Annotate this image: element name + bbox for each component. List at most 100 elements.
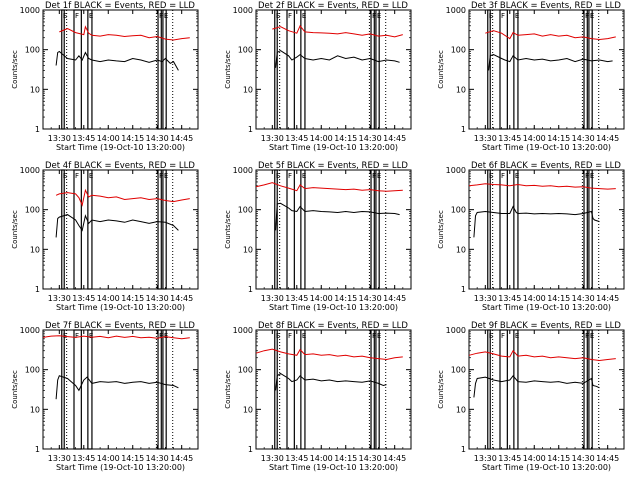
flag-box bbox=[157, 329, 162, 450]
flag-box bbox=[513, 329, 519, 450]
chart-title: Det 1f BLACK = Events, RED = LLD bbox=[45, 1, 195, 11]
flag-box bbox=[300, 9, 306, 130]
flag-label: F bbox=[585, 332, 589, 340]
x-tick-label: 14:30 bbox=[572, 134, 595, 143]
y-tick-label: 100 bbox=[25, 206, 40, 215]
lld-series-line bbox=[485, 30, 616, 41]
x-tick-label: 14:15 bbox=[334, 294, 357, 303]
y-tick-label: 1 bbox=[248, 445, 253, 454]
chart-panel: Det 5f BLACK = Events, RED = LLD 1 10 100 10… bbox=[224, 161, 412, 312]
flag-label: E bbox=[377, 332, 381, 340]
flag-label: E bbox=[515, 12, 519, 20]
flag-box bbox=[73, 9, 82, 130]
chart-title: Det 7f BLACK = Events, RED = LLD bbox=[45, 321, 195, 331]
y-tick-label: 10 bbox=[30, 245, 40, 254]
y-tick-label: 10 bbox=[243, 85, 253, 94]
flag-box bbox=[300, 169, 306, 290]
chart-title: Det 8f BLACK = Events, RED = LLD bbox=[258, 321, 408, 331]
x-axis-label: Start Time (19-Oct-10 13:20:00) bbox=[482, 303, 611, 312]
flag-label: F bbox=[501, 12, 505, 20]
x-tick-label: 14:45 bbox=[596, 454, 619, 463]
x-tick-label: 13:45 bbox=[285, 454, 308, 463]
flag-label: E bbox=[590, 172, 594, 180]
y-tick-label: 10 bbox=[456, 405, 466, 414]
events-series-line bbox=[55, 50, 179, 71]
flag-label: F bbox=[288, 332, 292, 340]
flag-label: E bbox=[302, 332, 306, 340]
y-tick-label: 10 bbox=[243, 245, 253, 254]
flag-box bbox=[157, 169, 162, 290]
flag-label: E bbox=[63, 172, 67, 180]
flag-box bbox=[274, 329, 278, 450]
flag-label: E bbox=[489, 12, 493, 20]
chart-panel: Det 6f BLACK = Events, RED = LLD 1 10 100 10… bbox=[437, 161, 625, 312]
x-tick-label: 13:45 bbox=[498, 294, 521, 303]
y-tick-label: 100 bbox=[451, 366, 466, 375]
chart-panel: Det 4f BLACK = Events, RED = LLD 1 10 100 10… bbox=[11, 161, 199, 312]
y-tick-label: 1 bbox=[461, 445, 466, 454]
flag-box bbox=[61, 9, 65, 130]
flag-box bbox=[274, 9, 278, 130]
plot-frame bbox=[255, 329, 412, 450]
x-tick-label: 13:30 bbox=[261, 454, 284, 463]
flag-box bbox=[61, 169, 65, 290]
plot-frame bbox=[42, 329, 199, 450]
x-tick-label: 14:30 bbox=[146, 294, 169, 303]
y-tick-label: 10 bbox=[30, 85, 40, 94]
y-axis-label: Counts/sec bbox=[224, 50, 232, 89]
plot-frame bbox=[42, 169, 199, 290]
y-axis-label: Counts/sec bbox=[437, 370, 445, 409]
flag-box bbox=[370, 9, 375, 130]
y-tick-label: 1 bbox=[248, 285, 253, 294]
x-tick-label: 13:30 bbox=[474, 454, 497, 463]
flag-box bbox=[87, 169, 93, 290]
flag-box bbox=[499, 9, 508, 130]
flag-label: E bbox=[377, 12, 381, 20]
x-tick-label: 14:15 bbox=[547, 454, 570, 463]
flag-label: F bbox=[75, 12, 79, 20]
y-tick-label: 1000 bbox=[233, 6, 253, 15]
chart-title: Det 5f BLACK = Events, RED = LLD bbox=[258, 161, 408, 171]
y-tick-label: 100 bbox=[451, 46, 466, 55]
flag-box bbox=[274, 169, 278, 290]
flag-box bbox=[375, 329, 380, 450]
flag-box bbox=[487, 9, 491, 130]
x-tick-label: 13:30 bbox=[48, 134, 71, 143]
x-tick-label: 14:30 bbox=[359, 454, 382, 463]
flag-label: E bbox=[89, 12, 93, 20]
flag-box bbox=[157, 9, 162, 130]
y-tick-label: 100 bbox=[451, 206, 466, 215]
x-tick-label: 14:00 bbox=[523, 134, 546, 143]
x-tick-label: 14:45 bbox=[383, 454, 406, 463]
flag-label: F bbox=[159, 12, 163, 20]
x-tick-label: 14:15 bbox=[121, 454, 144, 463]
flag-box bbox=[87, 9, 93, 130]
x-tick-label: 14:00 bbox=[310, 294, 333, 303]
x-tick-label: 14:45 bbox=[596, 134, 619, 143]
x-tick-label: 14:00 bbox=[523, 454, 546, 463]
y-tick-label: 100 bbox=[238, 46, 253, 55]
x-tick-label: 14:15 bbox=[334, 454, 357, 463]
x-tick-label: 13:30 bbox=[474, 134, 497, 143]
flag-label: F bbox=[585, 172, 589, 180]
flag-label: F bbox=[372, 12, 376, 20]
plot-frame bbox=[255, 9, 412, 130]
x-tick-label: 14:15 bbox=[121, 294, 144, 303]
y-tick-label: 1 bbox=[461, 285, 466, 294]
flag-box bbox=[588, 9, 593, 130]
plot-frame bbox=[468, 9, 625, 130]
flag-label: E bbox=[89, 172, 93, 180]
lld-series-line bbox=[59, 25, 190, 41]
flag-label: F bbox=[75, 172, 79, 180]
x-tick-label: 14:00 bbox=[97, 294, 120, 303]
plot-frame bbox=[255, 169, 412, 290]
flag-label: E bbox=[276, 12, 280, 20]
flag-label: F bbox=[372, 332, 376, 340]
plot-frame bbox=[468, 169, 625, 290]
x-tick-label: 14:30 bbox=[359, 294, 382, 303]
y-tick-label: 1 bbox=[35, 285, 40, 294]
flag-label: F bbox=[372, 172, 376, 180]
flag-box bbox=[286, 169, 295, 290]
y-tick-label: 1 bbox=[35, 125, 40, 134]
